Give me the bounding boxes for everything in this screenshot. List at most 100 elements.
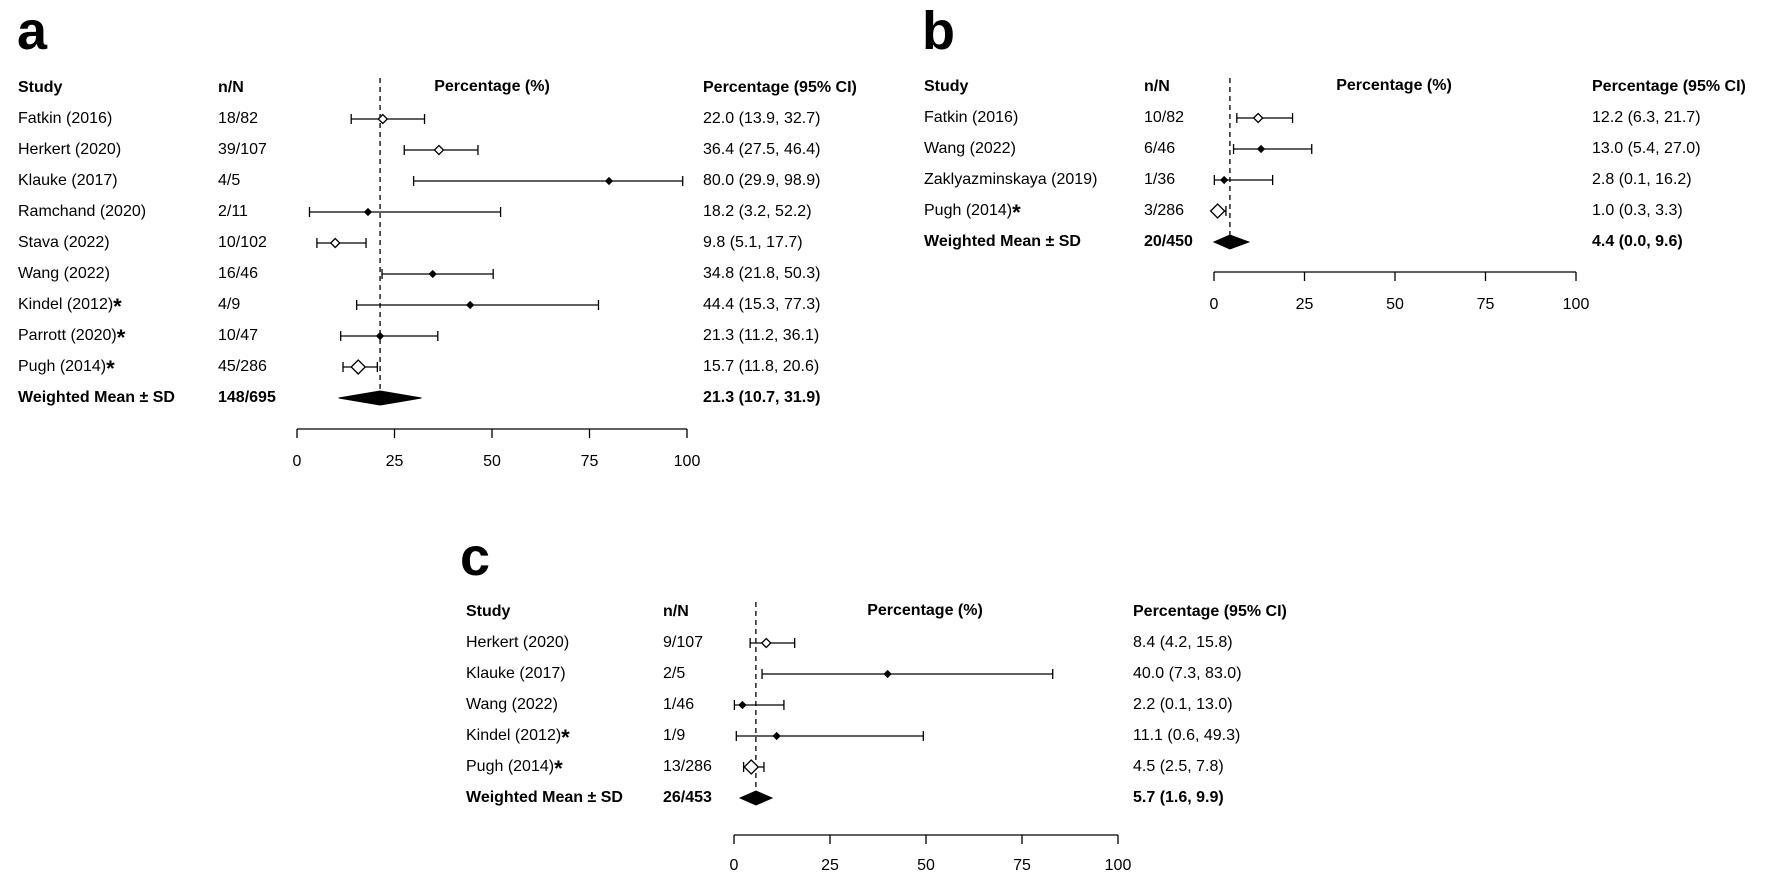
row-n-over-N: 10/82 <box>1144 109 1185 126</box>
header-n-over-N: n/N <box>1144 78 1170 95</box>
row-n-over-N: 6/46 <box>1144 140 1176 157</box>
point-estimate-marker <box>428 269 437 279</box>
row-study-label: Zaklyazminskaya (2019) <box>924 171 1098 188</box>
ci-whisker <box>761 669 1054 679</box>
summary-diamond <box>338 390 422 406</box>
row-percentage-ci: 4.5 (2.5, 7.8) <box>1133 758 1224 775</box>
row-percentage-ci: 40.0 (7.3, 83.0) <box>1133 665 1242 682</box>
x-tick-label: 75 <box>580 453 599 470</box>
row-n-over-N: 39/107 <box>218 141 267 158</box>
ci-whisker <box>749 638 796 648</box>
row-n-over-N: 9/107 <box>663 634 704 651</box>
row-percentage-ci: 13.0 (5.4, 27.0) <box>1592 140 1701 157</box>
ci-whisker <box>412 176 684 186</box>
header-n-over-N: n/N <box>663 603 689 620</box>
summary-n-over-N: 26/453 <box>663 789 712 806</box>
ci-whisker <box>381 269 494 279</box>
header-study: Study <box>466 603 511 620</box>
point-estimate-marker <box>375 331 385 341</box>
row-study-label: Fatkin (2016) <box>18 110 113 127</box>
summary-label: Weighted Mean ± SD <box>924 233 1081 250</box>
row-study-label: Kindel (2012) * <box>466 725 570 750</box>
x-tick-label: 25 <box>385 453 404 470</box>
x-tick-label: 0 <box>1209 296 1219 313</box>
row-percentage-ci: 12.2 (6.3, 21.7) <box>1592 109 1701 126</box>
row-study-label: Kindel (2012) * <box>18 294 122 319</box>
summary-diamond <box>738 790 774 806</box>
point-estimate-marker <box>466 300 475 310</box>
x-tick-label: 50 <box>483 453 501 470</box>
ci-whisker <box>735 731 924 741</box>
summary-label: Weighted Mean ± SD <box>466 789 623 806</box>
header-percentage-ci: Percentage (95% CI) <box>1133 603 1287 620</box>
row-study-label: Pugh (2014) * <box>924 200 1021 225</box>
row-study-label: Wang (2022) <box>18 265 110 282</box>
row-percentage-ci: 21.3 (11.2, 36.1) <box>703 327 820 344</box>
row-percentage-ci: 8.4 (4.2, 15.8) <box>1133 634 1233 651</box>
summary-n-over-N: 148/695 <box>218 389 276 406</box>
summary-percentage-ci: 21.3 (10.7, 31.9) <box>703 389 821 406</box>
point-estimate-marker <box>1209 203 1226 219</box>
row-n-over-N: 1/36 <box>1144 171 1176 188</box>
row-study-label: Stava (2022) <box>18 234 110 251</box>
row-study-label: Pugh (2014) * <box>18 356 115 381</box>
panel-label-c: c <box>460 527 491 587</box>
x-tick-label: 75 <box>1476 296 1495 313</box>
x-tick-label: 25 <box>821 857 839 874</box>
row-percentage-ci: 1.0 (0.3, 3.3) <box>1592 202 1683 219</box>
ci-whisker <box>1232 144 1313 154</box>
star-marker: * <box>561 725 570 750</box>
header-study: Study <box>924 78 969 95</box>
row-percentage-ci: 36.4 (27.5, 46.4) <box>703 141 821 158</box>
point-estimate-marker <box>433 144 445 156</box>
row-percentage-ci: 22.0 (13.9, 32.7) <box>703 110 821 127</box>
x-tick-label: 100 <box>673 453 701 470</box>
ci-whisker <box>1236 113 1294 123</box>
ci-whisker <box>340 331 439 341</box>
panel-label-b: b <box>922 1 955 61</box>
row-percentage-ci: 44.4 (15.3, 77.3) <box>703 296 821 313</box>
header-n-over-N: n/N <box>218 79 244 96</box>
x-tick-label: 0 <box>729 857 739 874</box>
row-study-label: Klauke (2017) <box>18 172 118 189</box>
row-study-label: Ramchand (2020) <box>18 203 147 220</box>
row-n-over-N: 16/46 <box>218 265 259 282</box>
row-study-label: Pugh (2014) * <box>466 756 563 781</box>
point-estimate-marker <box>604 176 614 186</box>
row-percentage-ci: 2.8 (0.1, 16.2) <box>1592 171 1692 188</box>
summary-percentage-ci: 4.4 (0.0, 9.6) <box>1592 233 1683 250</box>
x-tick-label: 25 <box>1295 296 1314 313</box>
row-n-over-N: 10/102 <box>218 234 267 251</box>
star-marker: * <box>554 756 563 781</box>
row-n-over-N: 3/286 <box>1144 202 1185 219</box>
row-percentage-ci: 11.1 (0.6, 49.3) <box>1133 727 1241 744</box>
row-percentage-ci: 34.8 (21.8, 50.3) <box>703 265 821 282</box>
row-n-over-N: 13/286 <box>663 758 712 775</box>
x-tick-label: 50 <box>917 857 935 874</box>
point-estimate-marker <box>760 637 772 649</box>
row-study-label: Herkert (2020) <box>466 634 570 651</box>
row-study-label: Wang (2022) <box>924 140 1016 157</box>
header-percentage-ci: Percentage (95% CI) <box>703 79 857 96</box>
point-estimate-marker <box>772 731 781 741</box>
star-marker: * <box>1012 200 1021 225</box>
point-estimate-marker <box>883 669 892 679</box>
header-percentage-plot: Percentage (%) <box>1336 77 1452 94</box>
summary-percentage-ci: 5.7 (1.6, 9.9) <box>1133 789 1224 806</box>
summary-diamond <box>1212 234 1251 250</box>
x-tick-label: 50 <box>1386 296 1404 313</box>
header-percentage-plot: Percentage (%) <box>867 602 983 619</box>
row-n-over-N: 2/11 <box>218 203 248 220</box>
row-study-label: Parrott (2020) * <box>18 325 126 350</box>
x-tick-label: 100 <box>1562 296 1590 313</box>
row-study-label: Wang (2022) <box>466 696 558 713</box>
x-tick-label: 75 <box>1013 857 1031 874</box>
summary-label: Weighted Mean ± SD <box>18 389 175 406</box>
summary-n-over-N: 20/450 <box>1144 233 1193 250</box>
point-estimate-marker <box>743 759 760 775</box>
point-estimate-marker <box>377 113 389 125</box>
star-marker: * <box>113 294 122 319</box>
